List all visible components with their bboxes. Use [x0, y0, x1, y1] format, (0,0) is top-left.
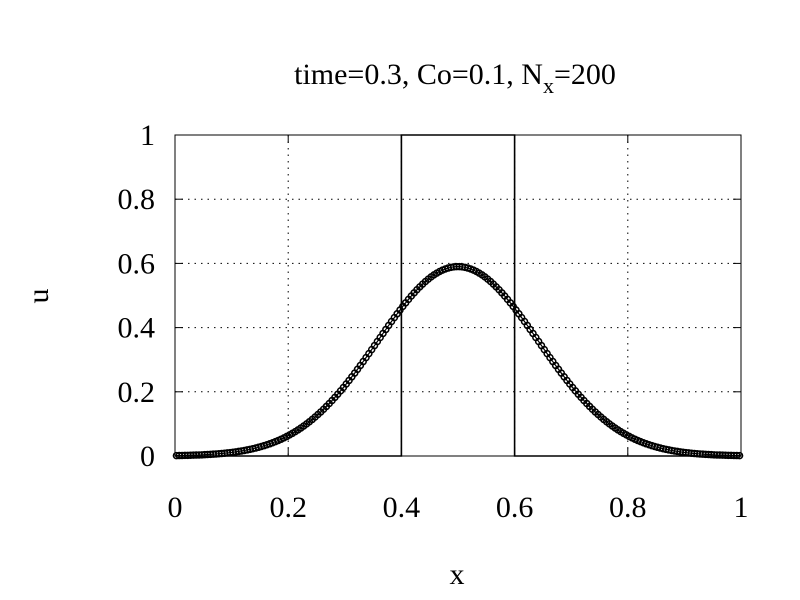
x-axis-label: x: [450, 558, 465, 591]
x-tick-label: 0.2: [269, 491, 307, 524]
series: [172, 134, 744, 460]
y-tick-label: 0.2: [118, 376, 156, 409]
chart-title-suffix: =200: [554, 58, 616, 91]
y-tick-label: 1: [140, 119, 155, 152]
x-tick-label: 0: [168, 491, 183, 524]
series-numerical-line: [176, 266, 740, 457]
plot-frame: [174, 134, 742, 457]
y-axis-label: u: [22, 289, 55, 304]
tick-labels: 0 0.2 0.4 0.6 0.8 1 0 0.2 0.4 0.6 0.8 1: [118, 119, 749, 524]
chart-title-main: time=0.3, Co=0.1, N: [294, 58, 543, 91]
y-tick-label: 0.6: [118, 247, 156, 280]
series-square-pulse-line: [175, 134, 741, 457]
grid: [175, 135, 741, 456]
chart-title-subscript: x: [543, 73, 554, 98]
y-tick-label: 0: [140, 440, 155, 473]
ticks: [174, 134, 742, 457]
x-tick-label: 1: [734, 491, 749, 524]
x-tick-label: 0.6: [496, 491, 534, 524]
y-tick-label: 0.8: [118, 183, 156, 216]
y-tick-label: 0.4: [118, 312, 156, 345]
x-tick-label: 0.4: [383, 491, 421, 524]
chart-title: time=0.3, Co=0.1, Nx=200: [294, 58, 616, 98]
x-tick-label: 0.8: [609, 491, 647, 524]
